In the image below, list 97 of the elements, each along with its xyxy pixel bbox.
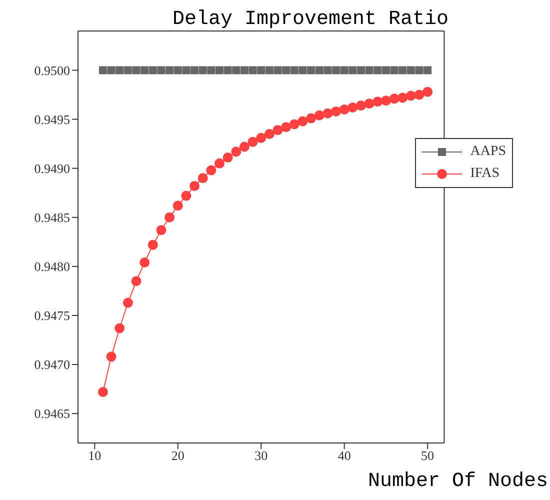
point	[339, 104, 350, 114]
point	[198, 173, 208, 184]
point	[214, 158, 224, 168]
point	[98, 386, 108, 397]
point	[240, 66, 248, 74]
point	[406, 66, 415, 74]
point	[415, 66, 424, 74]
point	[398, 92, 408, 103]
x-tick-label: 10	[88, 448, 102, 464]
point	[248, 66, 257, 74]
point	[148, 66, 157, 74]
point	[132, 66, 140, 74]
point	[114, 323, 125, 334]
point	[172, 200, 183, 211]
point	[215, 66, 224, 74]
point	[256, 132, 266, 143]
point	[131, 276, 142, 286]
point	[181, 190, 192, 201]
point	[282, 66, 290, 74]
point	[148, 240, 158, 250]
point	[264, 129, 274, 139]
point	[307, 66, 316, 74]
y-tick-label: 0.9495	[34, 112, 70, 127]
point	[340, 66, 348, 74]
point	[98, 66, 107, 74]
point	[257, 66, 266, 74]
y-tick-label: 0.9485	[34, 210, 70, 225]
point	[206, 165, 216, 176]
point	[190, 66, 199, 74]
point	[356, 100, 366, 111]
point	[331, 106, 342, 116]
point	[322, 108, 333, 118]
point	[364, 98, 374, 109]
point	[422, 86, 433, 97]
point	[306, 113, 316, 124]
x-tick-label: 20	[171, 448, 184, 464]
legend-label: IFAS	[470, 166, 500, 182]
x-tick-label: 50	[421, 448, 434, 464]
y-tick-label: 0.9480	[34, 259, 70, 274]
point	[281, 122, 292, 132]
point	[324, 66, 332, 74]
point	[348, 102, 358, 113]
point	[398, 66, 407, 74]
y-tick-label: 0.9500	[34, 62, 70, 78]
point	[365, 66, 374, 74]
point	[406, 90, 416, 101]
point	[116, 66, 124, 74]
point	[298, 116, 308, 126]
x-tick-label: 30	[254, 448, 268, 464]
point	[232, 66, 240, 74]
point	[290, 66, 298, 74]
point	[315, 66, 324, 74]
point	[289, 119, 300, 130]
point	[224, 66, 232, 74]
y-tick-label: 0.9490	[34, 160, 70, 176]
point	[182, 66, 190, 74]
x-axis-title: Number Of Nodes	[368, 470, 548, 493]
point	[107, 66, 116, 74]
point	[231, 146, 242, 157]
point	[248, 136, 258, 147]
point	[174, 66, 182, 74]
point	[156, 225, 166, 236]
point	[106, 352, 116, 362]
point	[222, 152, 233, 163]
point	[207, 66, 216, 74]
point	[140, 258, 150, 268]
point	[239, 142, 250, 152]
point	[122, 298, 133, 308]
point	[372, 96, 383, 107]
point	[348, 66, 357, 74]
point	[190, 180, 200, 191]
point	[356, 66, 365, 74]
point	[140, 66, 149, 74]
point	[157, 66, 166, 74]
point	[272, 125, 283, 136]
point	[124, 66, 132, 74]
legend-label: AAPS	[470, 144, 506, 160]
point	[166, 66, 174, 74]
point	[332, 66, 340, 74]
y-tick-label: 0.9470	[34, 357, 70, 372]
point	[382, 66, 390, 74]
point	[390, 66, 398, 74]
point	[198, 66, 207, 74]
point	[389, 94, 400, 104]
point	[424, 66, 432, 74]
point	[265, 66, 274, 74]
y-tick-label: 0.9465	[34, 406, 70, 422]
point	[414, 90, 424, 100]
x-tick-label: 40	[338, 448, 351, 464]
point	[380, 96, 391, 106]
point	[164, 212, 175, 222]
point	[314, 110, 324, 120]
chart-title: Delay Improvement Ratio	[171, 8, 450, 31]
point	[274, 66, 282, 74]
point	[374, 66, 382, 74]
y-tick-label: 0.9475	[34, 308, 70, 324]
point	[298, 66, 307, 74]
